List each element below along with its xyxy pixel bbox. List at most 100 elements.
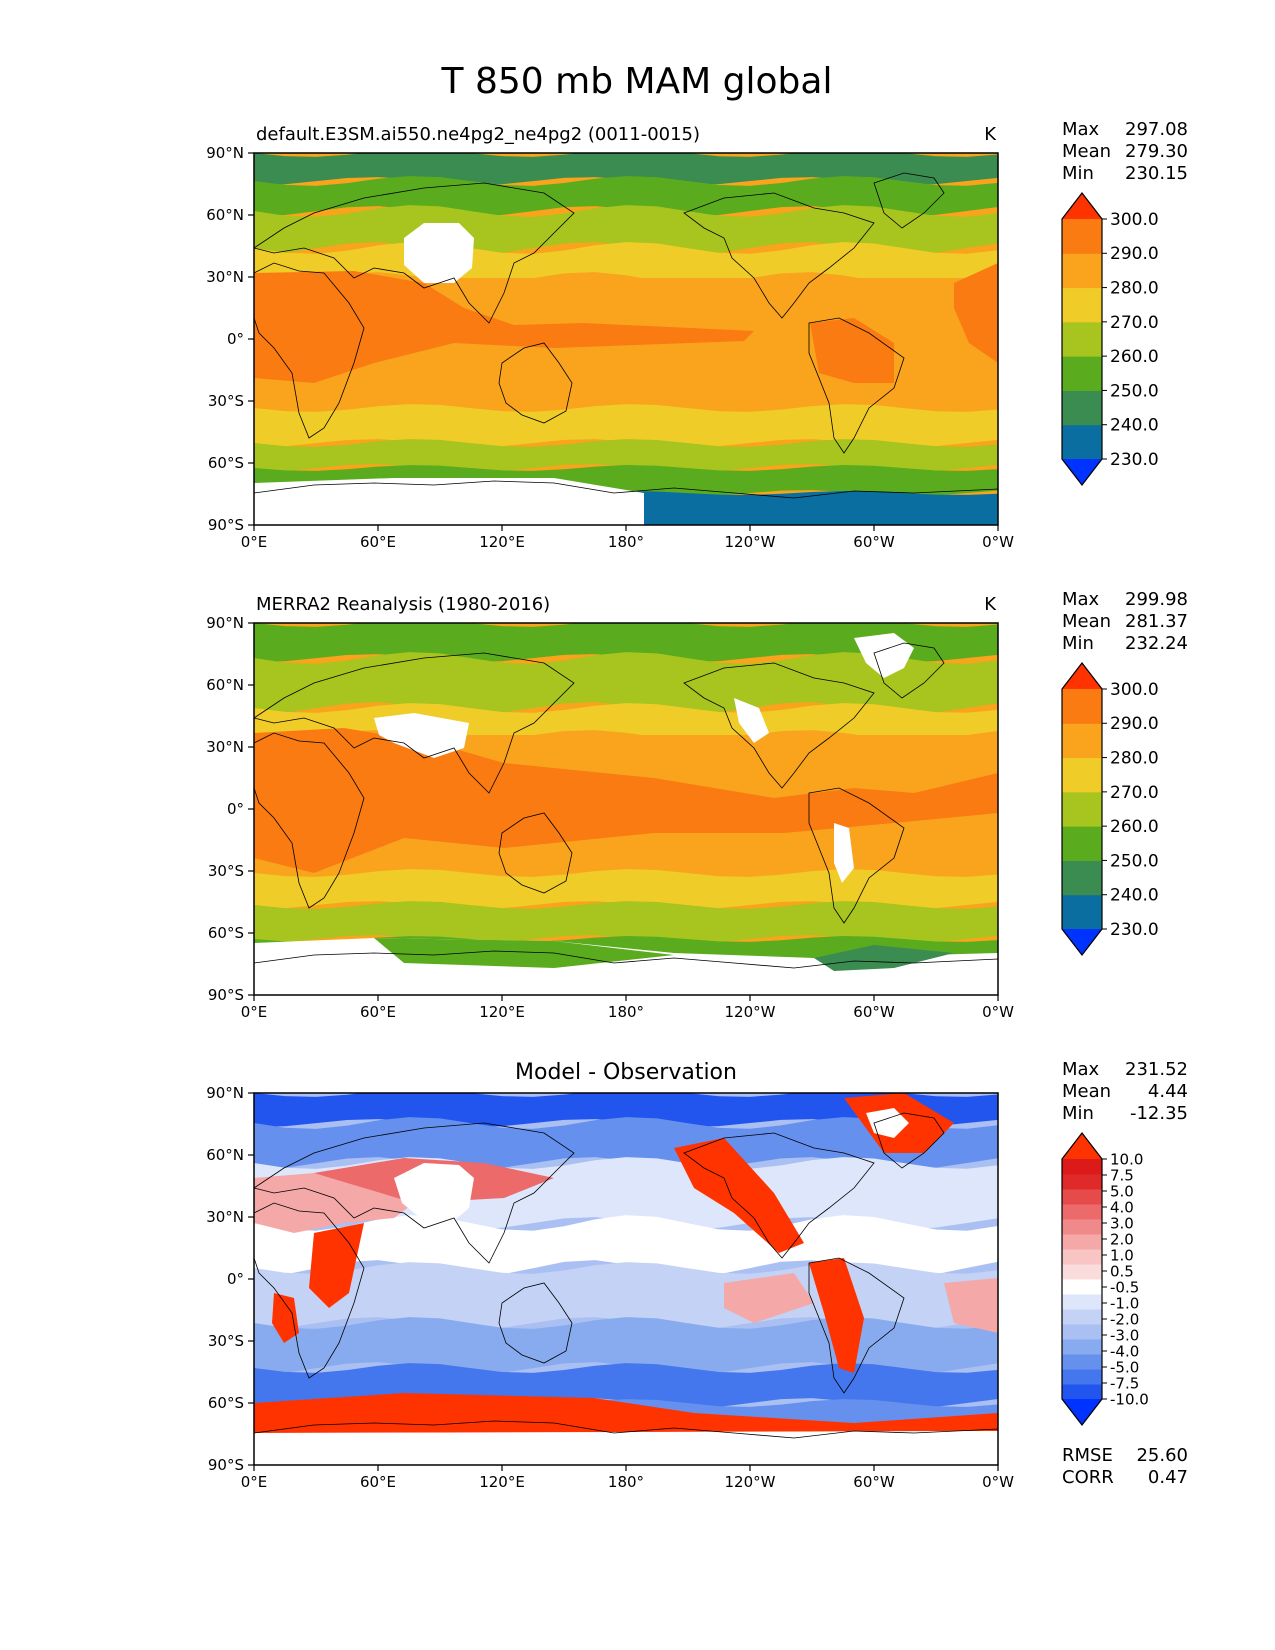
contour-band xyxy=(254,901,998,943)
coastline xyxy=(254,1202,365,1379)
colorbar-segment xyxy=(1062,826,1102,861)
colorbar-label: -7.5 xyxy=(1110,1374,1139,1392)
y-tick-label: 90°N xyxy=(206,614,244,632)
colorbar-segment xyxy=(1062,1369,1102,1385)
x-tick-label: 60°W xyxy=(853,1003,895,1021)
colorbar-segment xyxy=(1062,1384,1102,1400)
colorbar-label: 290.0 xyxy=(1110,244,1159,264)
stat-mean-value: 4.44 xyxy=(1148,1081,1188,1102)
x-tick-label: 60°E xyxy=(360,533,396,551)
stat-mean-value: 281.37 xyxy=(1125,611,1188,632)
x-tick-label: 120°W xyxy=(725,1473,776,1491)
colorbar-segment xyxy=(1062,1219,1102,1235)
contour-patch xyxy=(954,263,998,363)
contour-band xyxy=(254,1262,998,1329)
y-tick-label: 30°N xyxy=(206,1208,244,1226)
x-tick-label: 60°E xyxy=(360,1473,396,1491)
y-tick-label: 60°S xyxy=(208,454,244,472)
x-tick-label: 60°W xyxy=(853,533,895,551)
contour-patch xyxy=(309,1223,364,1308)
colorbar-tip-min xyxy=(1062,929,1102,955)
missing-data xyxy=(374,713,469,758)
colorbar-tip-max xyxy=(1062,663,1102,689)
coastline xyxy=(254,262,365,439)
stat-min-value: 232.24 xyxy=(1125,633,1188,654)
x-tick-label: 60°E xyxy=(360,1003,396,1021)
coastline xyxy=(254,950,998,995)
coastline xyxy=(254,652,575,794)
stat-min-label: Min xyxy=(1062,1103,1094,1124)
stat-max-value: 231.52 xyxy=(1125,1059,1188,1080)
x-tick-label: 0°W xyxy=(982,533,1014,551)
colorbar-label: 0.5 xyxy=(1110,1262,1134,1280)
x-tick-label: 0°W xyxy=(982,1003,1014,1021)
map-field xyxy=(254,1093,998,1465)
missing-data xyxy=(734,698,769,743)
y-tick-label: 60°S xyxy=(208,1394,244,1412)
axis-ticks: 0°E 60°E 120°E 180° 120°W 60°W 0°W 90°N 60°N 30°N… xyxy=(206,1084,1014,1491)
units-label: K xyxy=(984,594,997,615)
colorbar-segment xyxy=(1062,219,1102,254)
colorbar: 230.0 240.0 250.0 260.0 270.0 280.0 290.0 300.0 xyxy=(1061,192,1159,486)
colorbar-segment xyxy=(1062,424,1102,460)
contour-patch xyxy=(254,1393,998,1433)
colorbar-label: 1.0 xyxy=(1110,1246,1134,1264)
colorbar-label: -5.0 xyxy=(1110,1358,1139,1376)
coastline xyxy=(254,1420,998,1465)
contour-band xyxy=(254,404,998,447)
colorbar: 230.0 240.0 250.0 260.0 270.0 280.0 290.0 300.0 xyxy=(1061,662,1159,956)
colorbar-label: 300.0 xyxy=(1110,680,1159,700)
colorbar-label: 4.0 xyxy=(1110,1198,1134,1216)
x-tick-label: 120°E xyxy=(479,533,525,551)
missing-data xyxy=(394,1163,474,1221)
contour-patch xyxy=(254,728,998,873)
colorbar-segment xyxy=(1062,1279,1102,1295)
stat-mean-value: 279.30 xyxy=(1125,141,1188,162)
contour-band xyxy=(254,1317,998,1374)
coastline xyxy=(498,342,573,424)
y-tick-label: 60°S xyxy=(208,924,244,942)
contour-band xyxy=(254,439,998,472)
colorbar-segment xyxy=(1062,253,1102,289)
colorbar-tip-min xyxy=(1062,459,1102,485)
y-tick-label: 90°S xyxy=(208,1456,244,1474)
colorbar-label: 270.0 xyxy=(1110,783,1159,803)
colorbar-label: 290.0 xyxy=(1110,714,1159,734)
missing-data xyxy=(254,478,644,525)
panel-observation: MERRA2 Reanalysis (1980-2016) K 0°E 60°E 1… xyxy=(206,589,1188,1021)
colorbar-segment xyxy=(1062,1264,1102,1280)
y-tick-label: 60°N xyxy=(206,206,244,224)
stat-mean-label: Mean xyxy=(1062,611,1111,632)
colorbar-segment xyxy=(1062,757,1102,793)
colorbar-segment xyxy=(1062,287,1102,323)
y-tick-label: 90°S xyxy=(208,986,244,1004)
x-tick-label: 120°E xyxy=(479,1003,525,1021)
x-tick-label: 0°W xyxy=(982,1473,1014,1491)
contour-patch xyxy=(674,1138,804,1253)
y-tick-label: 60°N xyxy=(206,676,244,694)
stat-min-label: Min xyxy=(1062,633,1094,654)
y-tick-label: 30°S xyxy=(208,1332,244,1350)
coastline xyxy=(873,172,945,229)
y-tick-label: 90°N xyxy=(206,144,244,162)
colorbar-label: 2.0 xyxy=(1110,1230,1134,1248)
x-tick-label: 60°W xyxy=(853,1473,895,1491)
corr-value: 0.47 xyxy=(1148,1467,1188,1488)
contour-patch xyxy=(724,1273,814,1323)
stat-max-value: 297.08 xyxy=(1125,119,1188,140)
colorbar-label: 250.0 xyxy=(1110,381,1159,401)
panel-model: default.E3SM.ai550.ne4pg2_ne4pg2 (0011-0… xyxy=(206,119,1188,551)
colorbar-label: 300.0 xyxy=(1110,210,1159,230)
colorbar-segment xyxy=(1062,1249,1102,1265)
colorbar-segment xyxy=(1062,791,1102,827)
colorbar-segment xyxy=(1062,1174,1102,1190)
colorbar-label: -4.0 xyxy=(1110,1342,1139,1360)
y-tick-label: 0° xyxy=(227,800,244,818)
colorbar-label: 7.5 xyxy=(1110,1166,1134,1184)
coastline xyxy=(683,662,875,789)
colorbar-label: 260.0 xyxy=(1110,347,1159,367)
colorbar-label: 280.0 xyxy=(1110,279,1159,299)
x-tick-label: 180° xyxy=(608,533,644,551)
axis-ticks: 0°E 60°E 120°E 180° 120°W 60°W 0°W 90°N 60°N 30°N… xyxy=(206,144,1014,551)
contour-patch xyxy=(944,1278,998,1333)
